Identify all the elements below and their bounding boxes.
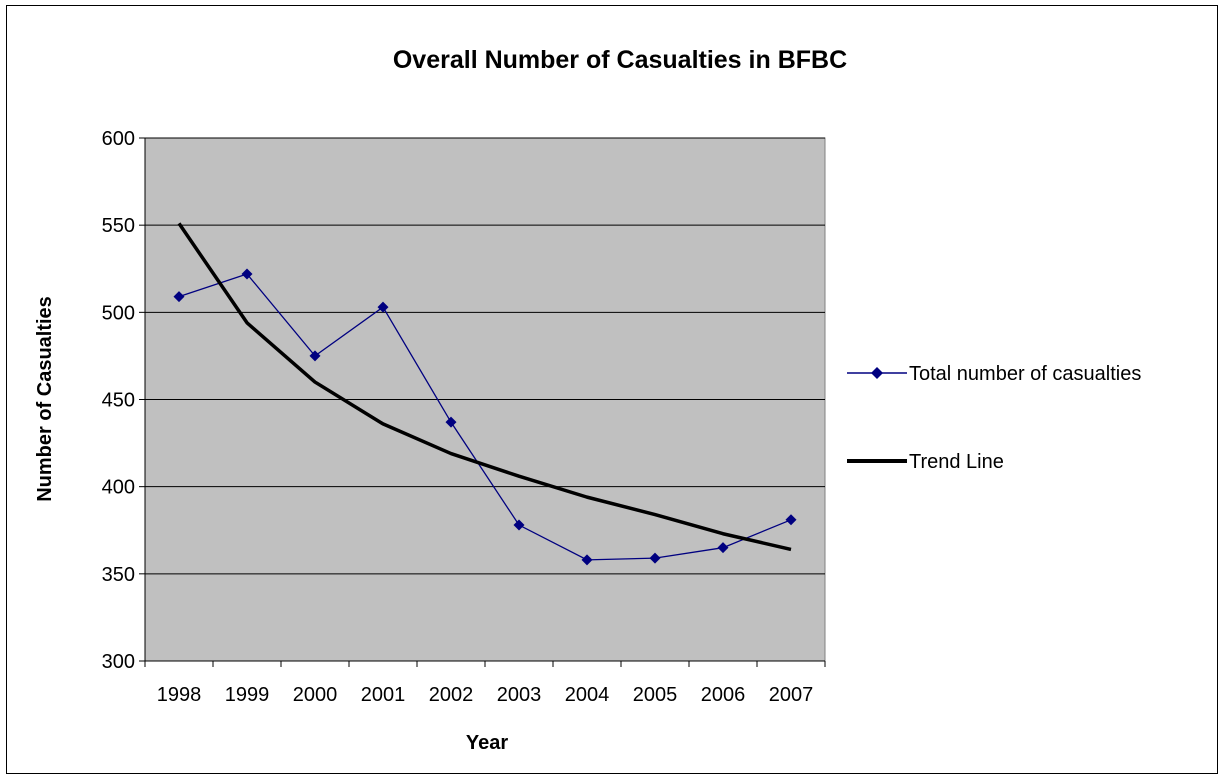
- data-point-marker: [377, 301, 389, 313]
- data-point-marker: [309, 350, 321, 362]
- x-tick-label: 1999: [225, 684, 270, 706]
- x-tick-label: 2003: [497, 684, 542, 706]
- legend-diamond-marker: [871, 367, 883, 379]
- y-tick-label: 600: [102, 128, 135, 150]
- chart-area: Overall Number of Casualties in BFBC 300…: [6, 5, 1218, 774]
- x-tick-labels: 1998 1999 2000 2001 2002 2003 2004 2005 2006 2007: [144, 661, 826, 706]
- data-point-marker: [785, 514, 797, 526]
- series: [173, 222, 797, 566]
- x-tick-label: 2007: [769, 684, 814, 706]
- gridlines: [145, 137, 825, 575]
- x-tick-label: 2000: [293, 684, 338, 706]
- y-tick-label: 350: [102, 564, 135, 586]
- series-line-total-casualties: [178, 273, 792, 561]
- y-tick-labels: 300 350 400 450 500 550 600: [102, 128, 145, 673]
- y-axis-title: Number of Casualties: [34, 296, 56, 502]
- data-point-marker: [445, 416, 457, 428]
- data-point-marker: [717, 542, 729, 554]
- x-tick-label: 1998: [157, 684, 202, 706]
- legend-label-total: Total number of casualties: [909, 363, 1141, 385]
- y-tick-label: 550: [102, 215, 135, 237]
- series-line-trend: [177, 222, 792, 552]
- y-tick-label: 500: [102, 302, 135, 324]
- x-tick-label: 2004: [565, 684, 610, 706]
- data-point-marker: [581, 554, 593, 566]
- data-point-marker: [513, 519, 525, 531]
- x-tick-label: 2005: [633, 684, 678, 706]
- data-point-marker: [173, 291, 185, 303]
- legend: Total number of casualties Trend Line: [847, 363, 1141, 473]
- y-tick-label: 400: [102, 477, 135, 499]
- legend-label-trend: Trend Line: [909, 451, 1004, 473]
- x-tick-label: 2006: [701, 684, 746, 706]
- data-point-marker: [649, 552, 661, 564]
- x-tick-label: 2002: [429, 684, 474, 706]
- x-axis-title: Year: [466, 732, 508, 754]
- chart-title: Overall Number of Casualties in BFBC: [393, 46, 847, 74]
- y-tick-label: 450: [102, 390, 135, 412]
- line-chart: Overall Number of Casualties in BFBC 300…: [34, 46, 1141, 754]
- x-tick-label: 2001: [361, 684, 406, 706]
- data-point-marker: [241, 268, 253, 280]
- y-tick-label: 300: [102, 651, 135, 673]
